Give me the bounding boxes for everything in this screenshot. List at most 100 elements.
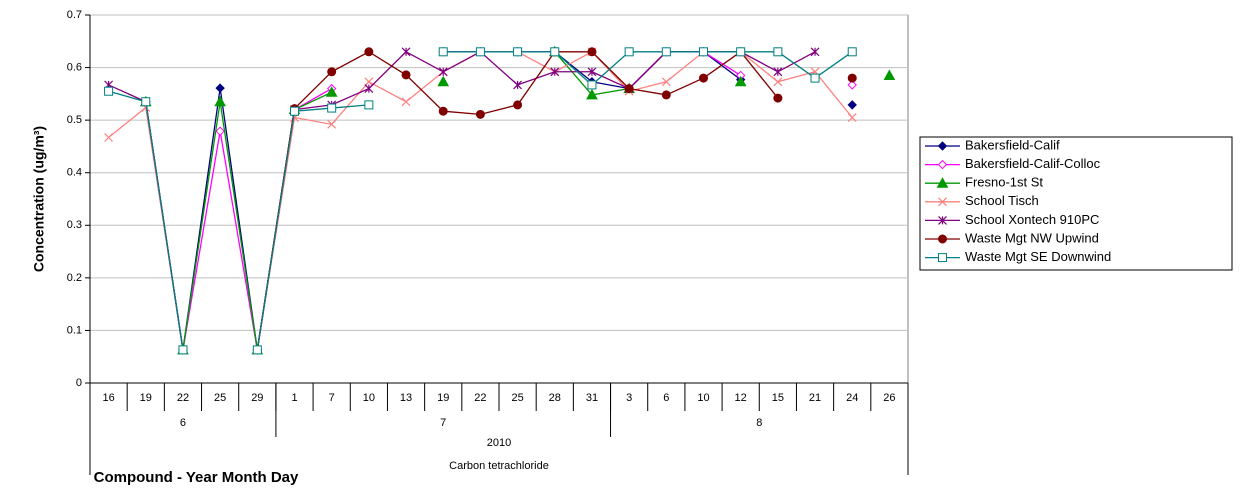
legend-label: Waste Mgt NW Upwind <box>965 230 1099 245</box>
x-tick-label: 16 <box>102 392 114 404</box>
data-point <box>847 73 857 83</box>
data-point <box>587 67 597 77</box>
x-tick-label: 15 <box>772 392 784 404</box>
legend-label: Fresno-1st St <box>965 175 1043 190</box>
legend-marker <box>936 177 949 188</box>
data-point <box>513 80 523 90</box>
x-tick-label: 31 <box>586 392 598 404</box>
data-point <box>847 47 857 57</box>
data-point <box>773 93 783 103</box>
x-tick-label: 25 <box>214 392 226 404</box>
data-point <box>364 100 374 110</box>
x-group-label: 7 <box>440 417 446 429</box>
x-tick-label: 22 <box>474 392 486 404</box>
data-point <box>513 100 523 110</box>
data-point <box>699 73 708 83</box>
legend-marker <box>937 141 948 151</box>
data-point <box>401 97 411 107</box>
x-tick-label: 6 <box>663 392 669 404</box>
data-point <box>550 47 560 57</box>
data-point <box>587 80 597 90</box>
y-axis-label: Concentration (ug/m³) <box>31 126 47 272</box>
data-point <box>734 75 747 87</box>
data-point <box>364 77 374 87</box>
data-point <box>141 97 151 107</box>
data-point <box>773 67 783 77</box>
data-point <box>178 345 188 355</box>
data-point <box>401 70 411 80</box>
data-point <box>624 47 634 57</box>
data-point <box>290 106 299 116</box>
data-point <box>587 47 597 57</box>
data-point <box>438 47 448 57</box>
legend-label: School Xontech 910PC <box>965 212 1099 227</box>
x-year-label: 2010 <box>487 437 511 449</box>
data-point <box>773 77 783 87</box>
legend-label: School Tisch <box>965 193 1039 208</box>
data-point <box>475 109 485 119</box>
data-point <box>810 47 820 57</box>
y-tick-label: 0.2 <box>67 272 82 284</box>
data-point <box>661 90 671 100</box>
legend-marker <box>938 234 947 244</box>
data-point <box>104 86 114 96</box>
legend-label: Bakersfield-Calif-Colloc <box>965 156 1101 171</box>
data-point <box>699 47 708 57</box>
y-tick-label: 0.5 <box>67 114 82 126</box>
data-point <box>810 73 820 83</box>
legend-label: Bakersfield-Calif <box>965 137 1060 152</box>
x-tick-label: 19 <box>437 392 449 404</box>
data-point <box>661 47 671 57</box>
y-tick-label: 0 <box>76 377 82 389</box>
x-tick-label: 7 <box>329 392 335 404</box>
x-tick-label: 19 <box>140 392 152 404</box>
y-tick-label: 0.1 <box>67 324 82 336</box>
legend-marker <box>937 159 948 170</box>
x-tick-label: 22 <box>177 392 189 404</box>
x-tick-label: 10 <box>697 392 709 404</box>
x-tick-label: 24 <box>846 392 858 404</box>
data-point <box>364 84 374 94</box>
legend-marker <box>938 215 947 225</box>
data-point <box>327 103 337 113</box>
x-group-label: 6 <box>180 417 186 429</box>
data-point <box>624 84 634 94</box>
data-point <box>215 126 225 136</box>
x-group-label: 8 <box>756 417 762 429</box>
data-point <box>437 75 450 87</box>
x-tick-label: 26 <box>883 392 895 404</box>
data-point <box>586 88 598 100</box>
data-point <box>214 95 226 107</box>
data-point <box>475 47 485 57</box>
x-tick-label: 13 <box>400 392 412 404</box>
data-point <box>847 80 857 90</box>
data-point <box>327 119 337 129</box>
x-axis-label: Compound - Year Month Day <box>94 469 299 486</box>
series-line <box>256 104 369 350</box>
data-point <box>325 86 338 97</box>
x-tick-label: 12 <box>735 392 747 404</box>
legend-marker <box>938 197 947 207</box>
data-point <box>847 113 857 122</box>
y-tick-label: 0.4 <box>67 167 82 179</box>
data-point <box>883 69 896 80</box>
data-point <box>661 77 671 87</box>
data-point <box>847 100 857 110</box>
y-tick-label: 0.3 <box>67 219 82 231</box>
x-tick-label: 1 <box>291 392 297 404</box>
x-tick-label: 29 <box>251 392 263 404</box>
y-tick-label: 0.6 <box>67 61 82 73</box>
x-tick-label: 25 <box>511 392 523 404</box>
data-point <box>550 67 560 77</box>
x-compound-label: Carbon tetrachloride <box>449 460 549 472</box>
series-line <box>443 51 853 86</box>
plot-area <box>89 14 909 384</box>
data-point <box>513 47 523 57</box>
data-point <box>215 83 225 93</box>
x-tick-label: 3 <box>626 392 632 404</box>
x-tick-label: 10 <box>363 392 375 404</box>
data-point <box>736 47 746 57</box>
legend-box <box>919 136 1233 271</box>
data-point <box>327 67 337 77</box>
